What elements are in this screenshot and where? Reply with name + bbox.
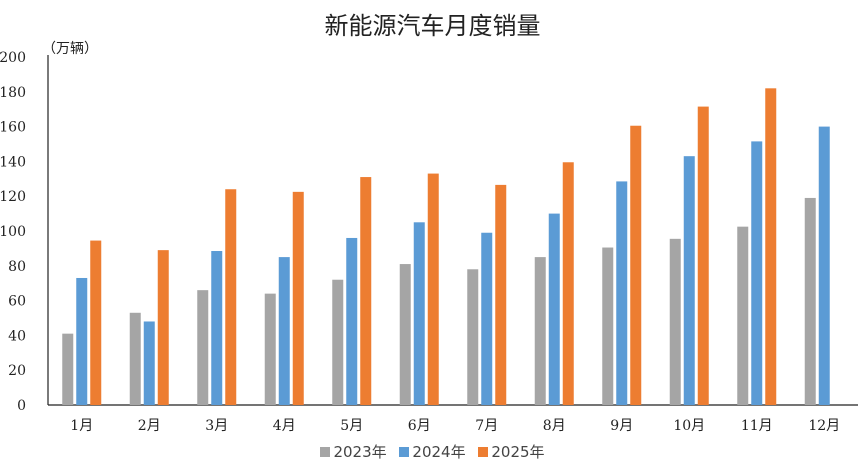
- bar: [413, 222, 425, 405]
- y-axis-unit-label: （万辆）: [42, 41, 98, 57]
- legend-item-2024: 2024年: [399, 441, 466, 462]
- bar: [765, 88, 777, 405]
- bar: [143, 321, 155, 405]
- bar: [548, 213, 560, 405]
- bar: [669, 238, 681, 405]
- x-tick-label: 6月: [408, 418, 431, 434]
- bar: [737, 226, 749, 405]
- bar: [76, 277, 88, 405]
- y-tick-label: 40: [8, 328, 26, 344]
- legend-swatch-2025: [478, 446, 489, 457]
- y-tick-label: 20: [8, 363, 26, 379]
- bar: [90, 240, 102, 405]
- bar: [751, 141, 763, 405]
- bar: [562, 162, 574, 405]
- bar: [332, 279, 344, 405]
- bar: [211, 251, 223, 405]
- bar: [630, 125, 642, 405]
- bar: [804, 197, 816, 405]
- legend: 2023年 2024年 2025年: [0, 441, 865, 462]
- bar: [467, 269, 479, 405]
- bar: [534, 257, 546, 405]
- bar: [197, 290, 209, 405]
- y-tick-label: 180: [0, 85, 26, 101]
- y-tick-label: 100: [0, 224, 26, 240]
- legend-swatch-2023: [320, 446, 331, 457]
- bar: [129, 312, 141, 405]
- x-tick-label: 4月: [273, 418, 296, 434]
- x-tick-label: 5月: [340, 418, 363, 434]
- bar: [427, 173, 439, 405]
- y-tick-label: 200: [0, 50, 26, 66]
- bar: [616, 181, 628, 405]
- bar: [481, 232, 493, 405]
- x-tick-label: 10月: [673, 418, 705, 434]
- bar: [697, 106, 709, 405]
- y-tick-label: 140: [0, 154, 26, 170]
- bar: [264, 293, 276, 405]
- x-tick-label: 9月: [610, 418, 633, 434]
- chart-title: 新能源汽车月度销量: [324, 12, 541, 40]
- y-tick-label: 60: [8, 294, 26, 310]
- bar: [346, 237, 358, 405]
- bar: [278, 257, 290, 405]
- bar: [157, 250, 169, 405]
- bar: [62, 333, 74, 405]
- bar: [818, 126, 830, 405]
- x-tick-label: 1月: [70, 418, 93, 434]
- y-tick-label: 0: [17, 398, 26, 414]
- bar: [225, 189, 237, 405]
- legend-label-2024: 2024年: [412, 443, 466, 461]
- legend-label-2023: 2023年: [333, 443, 387, 461]
- bar: [360, 177, 372, 405]
- y-tick-label: 120: [0, 189, 26, 205]
- x-tick-label: 8月: [543, 418, 566, 434]
- x-tick-label: 2月: [138, 418, 161, 434]
- bar: [495, 184, 507, 405]
- bar: [602, 247, 614, 405]
- bar: [399, 264, 411, 405]
- x-tick-label: 7月: [475, 418, 498, 434]
- legend-swatch-2024: [399, 446, 410, 457]
- x-tick-label: 12月: [808, 418, 840, 434]
- bar: [683, 156, 695, 405]
- x-tick-label: 3月: [205, 418, 228, 434]
- legend-label-2025: 2025年: [491, 443, 545, 461]
- legend-item-2025: 2025年: [478, 441, 545, 462]
- x-tick-label: 11月: [741, 418, 773, 434]
- bar: [292, 191, 304, 405]
- y-tick-label: 80: [8, 259, 26, 275]
- legend-item-2023: 2023年: [320, 441, 387, 462]
- y-tick-label: 160: [0, 120, 26, 136]
